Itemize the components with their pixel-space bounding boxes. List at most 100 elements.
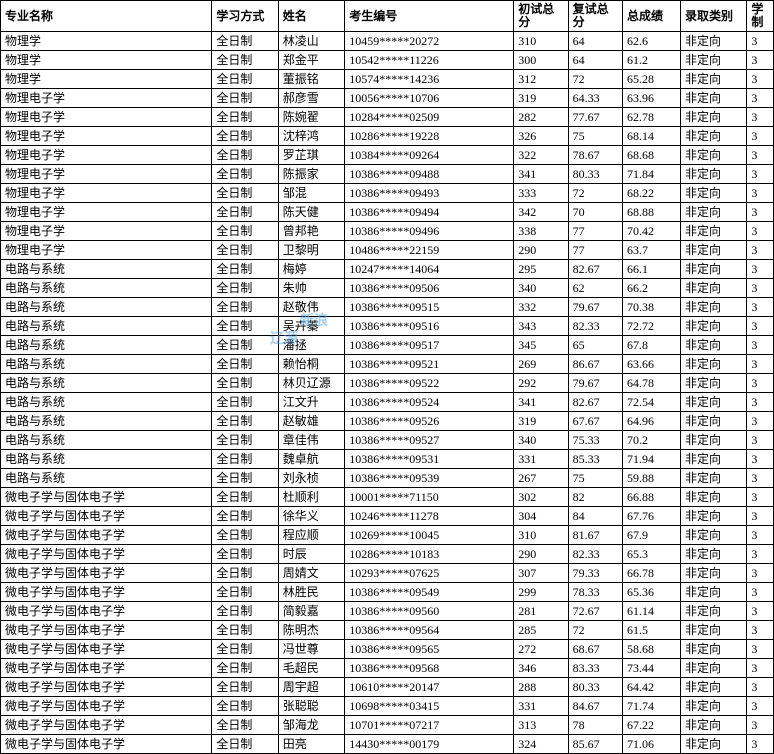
cell-retest: 78 bbox=[568, 716, 622, 735]
cell-name: 江文升 bbox=[278, 393, 344, 412]
cell-admit: 非定向 bbox=[680, 184, 746, 203]
cell-mode: 全日制 bbox=[212, 336, 278, 355]
cell-mode: 全日制 bbox=[212, 146, 278, 165]
cell-admit: 非定向 bbox=[680, 32, 746, 51]
cell-cand_id: 10386*****09517 bbox=[345, 336, 514, 355]
cell-admit: 非定向 bbox=[680, 393, 746, 412]
cell-name: 陈明杰 bbox=[278, 621, 344, 640]
cell-cand_id: 10284*****02509 bbox=[345, 108, 514, 127]
table-row: 微电子学与固体电子学全日制邹海龙10701*****072173137867.2… bbox=[1, 716, 774, 735]
cell-name: 冯世尊 bbox=[278, 640, 344, 659]
cell-total: 64.42 bbox=[622, 678, 680, 697]
cell-admit: 非定向 bbox=[680, 678, 746, 697]
cell-mode: 全日制 bbox=[212, 697, 278, 716]
cell-dur: 3 bbox=[747, 70, 774, 89]
cell-total: 68.14 bbox=[622, 127, 680, 146]
cell-major: 电路与系统 bbox=[1, 450, 212, 469]
cell-prelim: 341 bbox=[514, 393, 568, 412]
cell-total: 59.88 bbox=[622, 469, 680, 488]
cell-retest: 62 bbox=[568, 279, 622, 298]
cell-dur: 3 bbox=[747, 526, 774, 545]
cell-major: 物理电子学 bbox=[1, 184, 212, 203]
cell-total: 58.68 bbox=[622, 640, 680, 659]
cell-admit: 非定向 bbox=[680, 431, 746, 450]
cell-dur: 3 bbox=[747, 51, 774, 70]
cell-prelim: 326 bbox=[514, 127, 568, 146]
table-row: 微电子学与固体电子学全日制简毅嘉10386*****0956028172.676… bbox=[1, 602, 774, 621]
cell-dur: 3 bbox=[747, 640, 774, 659]
cell-major: 微电子学与固体电子学 bbox=[1, 621, 212, 640]
cell-name: 赵敬伟 bbox=[278, 298, 344, 317]
cell-mode: 全日制 bbox=[212, 678, 278, 697]
cell-retest: 77 bbox=[568, 241, 622, 260]
cell-major: 微电子学与固体电子学 bbox=[1, 507, 212, 526]
cell-major: 电路与系统 bbox=[1, 298, 212, 317]
cell-name: 邹混 bbox=[278, 184, 344, 203]
cell-cand_id: 10386*****09565 bbox=[345, 640, 514, 659]
table-row: 物理电子学全日制沈梓鸿10286*****192283267568.14非定向3 bbox=[1, 127, 774, 146]
cell-name: 刘永桢 bbox=[278, 469, 344, 488]
cell-retest: 82.33 bbox=[568, 545, 622, 564]
cell-admit: 非定向 bbox=[680, 545, 746, 564]
cell-total: 66.78 bbox=[622, 564, 680, 583]
cell-retest: 64 bbox=[568, 51, 622, 70]
table-row: 电路与系统全日制吴卉蓁10386*****0951634382.3372.72非… bbox=[1, 317, 774, 336]
cell-dur: 3 bbox=[747, 165, 774, 184]
cell-admit: 非定向 bbox=[680, 241, 746, 260]
cell-cand_id: 10386*****09531 bbox=[345, 450, 514, 469]
cell-admit: 非定向 bbox=[680, 716, 746, 735]
cell-admit: 非定向 bbox=[680, 70, 746, 89]
cell-cand_id: 10386*****09494 bbox=[345, 203, 514, 222]
cell-cand_id: 10386*****09549 bbox=[345, 583, 514, 602]
cell-prelim: 322 bbox=[514, 146, 568, 165]
cell-mode: 全日制 bbox=[212, 51, 278, 70]
cell-prelim: 282 bbox=[514, 108, 568, 127]
table-row: 电路与系统全日制林贝辽源10386*****0952229279.6764.78… bbox=[1, 374, 774, 393]
cell-mode: 全日制 bbox=[212, 222, 278, 241]
table-row: 微电子学与固体电子学全日制时辰10286*****1018329082.3365… bbox=[1, 545, 774, 564]
cell-prelim: 341 bbox=[514, 165, 568, 184]
cell-dur: 3 bbox=[747, 735, 774, 754]
cell-total: 71.74 bbox=[622, 697, 680, 716]
cell-cand_id: 10386*****09527 bbox=[345, 431, 514, 450]
cell-name: 罗芷琪 bbox=[278, 146, 344, 165]
cell-prelim: 269 bbox=[514, 355, 568, 374]
admissions-table: 专业名称学习方式姓名考生编号初试总分复试总分总成绩录取类别学制 物理学全日制林凌… bbox=[0, 0, 774, 754]
cell-cand_id: 10386*****09522 bbox=[345, 374, 514, 393]
cell-cand_id: 10384*****09264 bbox=[345, 146, 514, 165]
cell-retest: 81.67 bbox=[568, 526, 622, 545]
cell-cand_id: 10486*****22159 bbox=[345, 241, 514, 260]
cell-prelim: 324 bbox=[514, 735, 568, 754]
cell-total: 66.2 bbox=[622, 279, 680, 298]
cell-admit: 非定向 bbox=[680, 260, 746, 279]
cell-dur: 3 bbox=[747, 127, 774, 146]
cell-total: 61.5 bbox=[622, 621, 680, 640]
cell-total: 67.9 bbox=[622, 526, 680, 545]
cell-dur: 3 bbox=[747, 89, 774, 108]
cell-admit: 非定向 bbox=[680, 127, 746, 146]
cell-retest: 79.67 bbox=[568, 298, 622, 317]
cell-cand_id: 10386*****09488 bbox=[345, 165, 514, 184]
col-header-major: 专业名称 bbox=[1, 1, 212, 32]
cell-dur: 3 bbox=[747, 716, 774, 735]
cell-name: 曾邦艳 bbox=[278, 222, 344, 241]
cell-cand_id: 10386*****09515 bbox=[345, 298, 514, 317]
cell-retest: 68.67 bbox=[568, 640, 622, 659]
cell-major: 微电子学与固体电子学 bbox=[1, 545, 212, 564]
cell-major: 微电子学与固体电子学 bbox=[1, 564, 212, 583]
cell-cand_id: 10386*****09539 bbox=[345, 469, 514, 488]
cell-retest: 80.33 bbox=[568, 678, 622, 697]
cell-cand_id: 10386*****09564 bbox=[345, 621, 514, 640]
cell-dur: 3 bbox=[747, 469, 774, 488]
cell-total: 70.2 bbox=[622, 431, 680, 450]
cell-admit: 非定向 bbox=[680, 412, 746, 431]
table-row: 电路与系统全日制刘永桢10386*****095392677559.88非定向3 bbox=[1, 469, 774, 488]
cell-admit: 非定向 bbox=[680, 146, 746, 165]
cell-mode: 全日制 bbox=[212, 32, 278, 51]
table-row: 电路与系统全日制朱帅10386*****095063406266.2非定向3 bbox=[1, 279, 774, 298]
cell-cand_id: 10386*****09524 bbox=[345, 393, 514, 412]
cell-total: 62.78 bbox=[622, 108, 680, 127]
cell-prelim: 295 bbox=[514, 260, 568, 279]
cell-name: 程应顺 bbox=[278, 526, 344, 545]
cell-name: 徐华义 bbox=[278, 507, 344, 526]
